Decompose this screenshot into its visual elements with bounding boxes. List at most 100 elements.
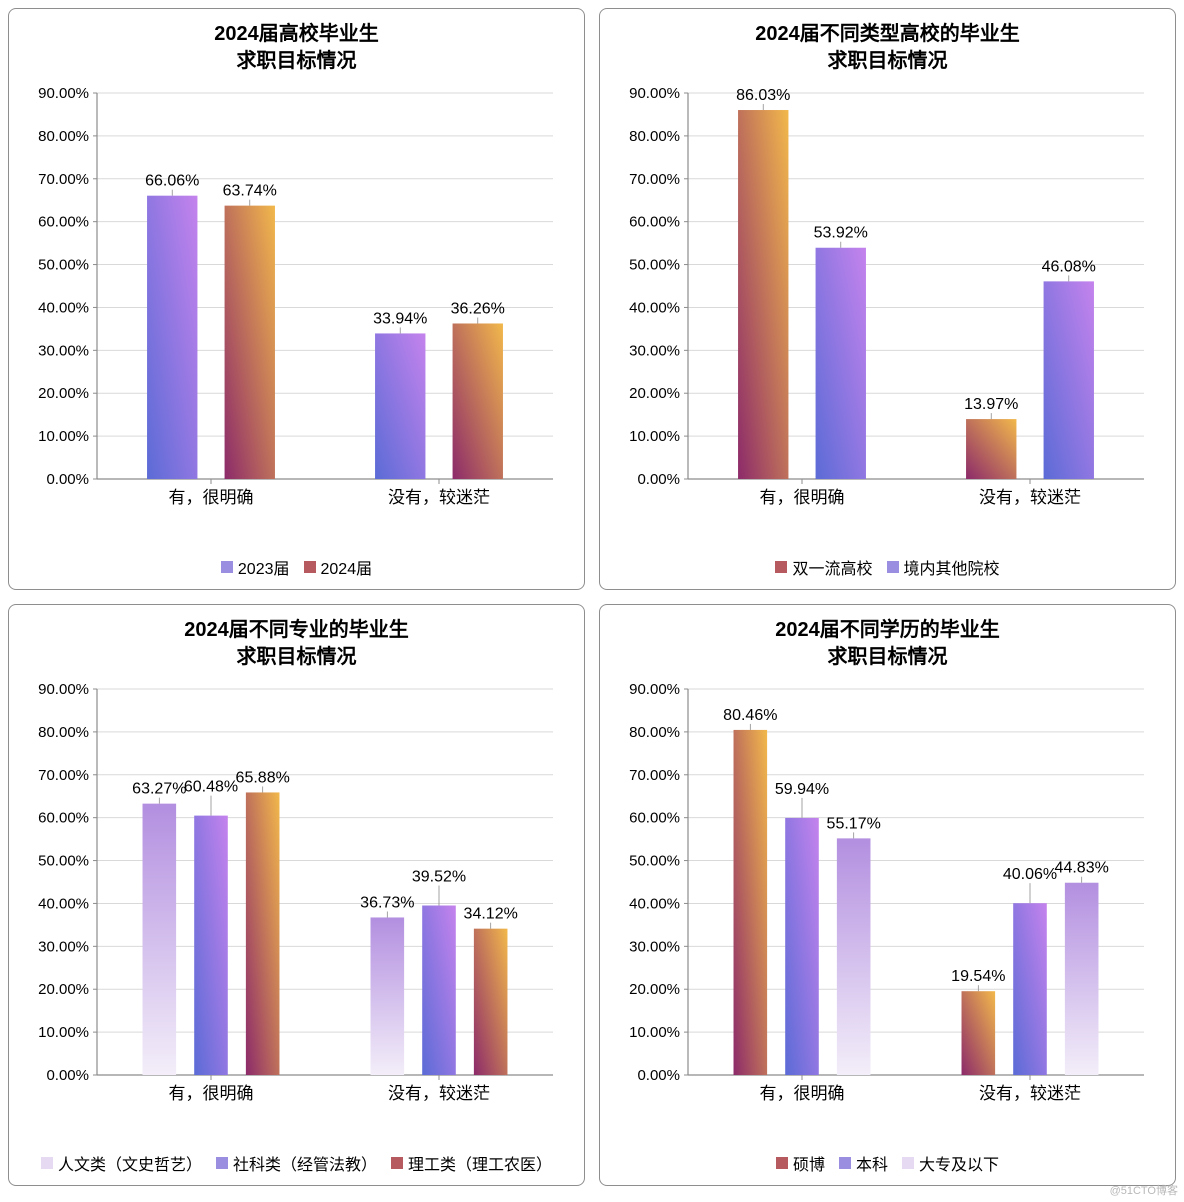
legend-label: 双一流高校 [792,555,872,579]
bar [966,419,1016,479]
legend-item: 双一流高校 [775,555,872,579]
legend-label: 境内其他院校 [904,555,1000,579]
legend-swatch [41,1157,53,1169]
title-line-1: 2024届不同类型高校的毕业生 [755,23,1020,45]
svg-text:30.00%: 30.00% [629,342,680,359]
svg-text:40.00%: 40.00% [629,299,680,316]
svg-text:20.00%: 20.00% [629,981,680,998]
svg-text:70.00%: 70.00% [38,767,89,784]
value-label: 80.46% [723,707,777,724]
bar [474,929,508,1075]
legend-item: 硕博 [776,1151,825,1175]
panel-chart3: 2024届不同专业的毕业生 求职目标情况 0.00%10.00%20.00%30… [8,604,585,1186]
svg-text:70.00%: 70.00% [629,767,680,784]
title-line-2: 求职目标情况 [237,646,357,668]
bar [734,730,768,1075]
value-label: 53.92% [814,225,868,242]
bar [962,991,996,1075]
bar [453,323,503,479]
watermark: @51CTO博客 [1110,1182,1178,1198]
charts-grid: 2024届高校毕业生 求职目标情况 0.00%10.00%20.00%30.00… [8,8,1176,1186]
bar [194,816,228,1075]
bar [143,804,177,1075]
category-label: 没有，较迷茫 [979,1084,1081,1103]
category-label: 有，很明确 [760,488,845,507]
svg-text:50.00%: 50.00% [38,257,89,274]
legend-label: 2023届 [238,555,290,579]
legend-label: 本科 [856,1151,888,1175]
svg-text:40.00%: 40.00% [629,895,680,912]
svg-text:70.00%: 70.00% [629,171,680,188]
legend-swatch [776,1157,788,1169]
bar [785,818,819,1075]
svg-text:0.00%: 0.00% [637,471,680,488]
legend-item: 大专及以下 [902,1151,999,1175]
svg-text:80.00%: 80.00% [629,724,680,741]
svg-text:90.00%: 90.00% [629,85,680,102]
category-label: 有，很明确 [760,1084,845,1103]
value-label: 63.74% [223,183,277,200]
panel-chart2: 2024届不同类型高校的毕业生 求职目标情况 0.00%10.00%20.00%… [599,8,1176,590]
title-line-2: 求职目标情况 [828,646,948,668]
value-label: 39.52% [412,869,466,886]
value-label: 40.06% [1003,866,1057,883]
category-label: 没有，较迷茫 [388,1084,490,1103]
svg-text:50.00%: 50.00% [38,853,89,870]
panel-chart1: 2024届高校毕业生 求职目标情况 0.00%10.00%20.00%30.00… [8,8,585,590]
category-label: 没有，较迷茫 [979,488,1081,507]
legend: 2023届2024届 [23,549,570,579]
chart-area: 0.00%10.00%20.00%30.00%40.00%50.00%60.00… [614,81,1161,549]
svg-text:10.00%: 10.00% [629,1024,680,1041]
legend: 硕博 本科 大专及以下 [614,1145,1161,1175]
legend-swatch [839,1157,851,1169]
bar [147,196,197,479]
legend-label: 大专及以下 [919,1151,999,1175]
chart-area: 0.00%10.00%20.00%30.00%40.00%50.00%60.00… [23,677,570,1145]
title-line-2: 求职目标情况 [237,50,357,72]
bar [225,206,275,479]
legend: 双一流高校 境内其他院校 [614,549,1161,579]
svg-text:20.00%: 20.00% [38,385,89,402]
value-label: 19.54% [951,968,1005,985]
value-label: 59.94% [775,781,829,798]
legend-item: 本科 [839,1151,888,1175]
value-label: 63.27% [132,781,186,798]
svg-text:0.00%: 0.00% [46,471,89,488]
legend-label: 人文类（文史哲艺） [58,1151,202,1175]
value-label: 44.83% [1055,860,1109,877]
value-label: 86.03% [736,87,790,104]
bar [837,838,871,1075]
legend-item: 人文类（文史哲艺） [41,1151,202,1175]
svg-text:10.00%: 10.00% [38,1024,89,1041]
legend-swatch [304,561,316,573]
bar [375,333,425,479]
bar [1065,883,1099,1075]
svg-text:30.00%: 30.00% [38,938,89,955]
bar [1013,903,1047,1075]
title-line-2: 求职目标情况 [828,50,948,72]
bar [1044,281,1094,479]
legend-label: 社科类（经管法教） [233,1151,377,1175]
svg-text:40.00%: 40.00% [38,895,89,912]
svg-text:30.00%: 30.00% [38,342,89,359]
svg-text:80.00%: 80.00% [629,128,680,145]
chart-area: 0.00%10.00%20.00%30.00%40.00%50.00%60.00… [23,81,570,549]
svg-text:20.00%: 20.00% [38,981,89,998]
legend-item: 境内其他院校 [887,555,1000,579]
chart-area: 0.00%10.00%20.00%30.00%40.00%50.00%60.00… [614,677,1161,1145]
legend-item: 社科类（经管法教） [216,1151,377,1175]
value-label: 46.08% [1042,258,1096,275]
svg-text:90.00%: 90.00% [38,681,89,698]
legend-swatch [216,1157,228,1169]
bar [816,248,866,479]
legend: 人文类（文史哲艺）社科类（经管法教）理工类（理工农医） [23,1145,570,1175]
category-label: 有，很明确 [169,488,254,507]
panel-chart4: 2024届不同学历的毕业生 求职目标情况 0.00%10.00%20.00%30… [599,604,1176,1186]
svg-text:30.00%: 30.00% [629,938,680,955]
svg-text:60.00%: 60.00% [38,810,89,827]
title-line-1: 2024届不同专业的毕业生 [184,619,409,641]
category-label: 有，很明确 [169,1084,254,1103]
svg-text:10.00%: 10.00% [629,428,680,445]
svg-text:90.00%: 90.00% [629,681,680,698]
title-line-1: 2024届不同学历的毕业生 [775,619,1000,641]
